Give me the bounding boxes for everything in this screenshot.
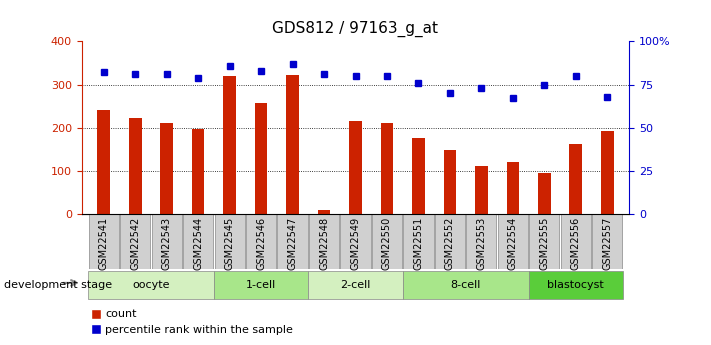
- FancyBboxPatch shape: [561, 215, 591, 268]
- Text: 2-cell: 2-cell: [341, 280, 370, 289]
- Bar: [223, 76, 236, 214]
- FancyBboxPatch shape: [215, 215, 245, 268]
- Text: GSM22549: GSM22549: [351, 217, 360, 270]
- Text: GSM22551: GSM22551: [413, 217, 424, 270]
- Bar: [475, 166, 488, 214]
- Bar: [129, 118, 141, 214]
- FancyBboxPatch shape: [402, 270, 528, 298]
- FancyBboxPatch shape: [528, 270, 623, 298]
- FancyBboxPatch shape: [89, 215, 119, 268]
- Text: 8-cell: 8-cell: [451, 280, 481, 289]
- Bar: [349, 121, 362, 214]
- Text: GSM22547: GSM22547: [287, 217, 298, 270]
- FancyBboxPatch shape: [88, 270, 214, 298]
- FancyBboxPatch shape: [309, 270, 402, 298]
- FancyBboxPatch shape: [403, 215, 434, 268]
- Text: GSM22550: GSM22550: [382, 217, 392, 270]
- Text: GSM22553: GSM22553: [476, 217, 486, 270]
- Text: development stage: development stage: [4, 280, 112, 289]
- FancyBboxPatch shape: [372, 215, 402, 268]
- Text: GSM22544: GSM22544: [193, 217, 203, 270]
- Text: GSM22556: GSM22556: [571, 217, 581, 270]
- FancyBboxPatch shape: [277, 215, 308, 268]
- FancyBboxPatch shape: [151, 215, 182, 268]
- FancyBboxPatch shape: [309, 215, 339, 268]
- Bar: [192, 129, 205, 214]
- FancyBboxPatch shape: [246, 215, 276, 268]
- Title: GDS812 / 97163_g_at: GDS812 / 97163_g_at: [272, 21, 439, 37]
- Bar: [161, 123, 173, 214]
- Text: GSM22542: GSM22542: [130, 217, 140, 270]
- FancyBboxPatch shape: [120, 215, 150, 268]
- Legend: count, percentile rank within the sample: count, percentile rank within the sample: [87, 305, 297, 339]
- Text: GSM22545: GSM22545: [225, 217, 235, 270]
- Bar: [380, 123, 393, 214]
- FancyBboxPatch shape: [341, 215, 370, 268]
- Text: GSM22543: GSM22543: [161, 217, 172, 270]
- Bar: [444, 150, 456, 214]
- Bar: [318, 209, 331, 214]
- Bar: [412, 138, 424, 214]
- Bar: [255, 103, 267, 214]
- Text: GSM22555: GSM22555: [539, 217, 550, 270]
- FancyBboxPatch shape: [498, 215, 528, 268]
- Text: GSM22541: GSM22541: [99, 217, 109, 270]
- Text: GSM22546: GSM22546: [256, 217, 266, 270]
- Text: GSM22548: GSM22548: [319, 217, 329, 270]
- Bar: [601, 131, 614, 214]
- FancyBboxPatch shape: [214, 270, 309, 298]
- Text: GSM22554: GSM22554: [508, 217, 518, 270]
- Text: blastocyst: blastocyst: [547, 280, 604, 289]
- Bar: [287, 75, 299, 214]
- Bar: [97, 110, 110, 214]
- Bar: [570, 144, 582, 214]
- Bar: [538, 173, 550, 214]
- Bar: [506, 162, 519, 214]
- FancyBboxPatch shape: [466, 215, 496, 268]
- FancyBboxPatch shape: [435, 215, 465, 268]
- Text: GSM22557: GSM22557: [602, 217, 612, 270]
- FancyBboxPatch shape: [183, 215, 213, 268]
- Text: 1-cell: 1-cell: [246, 280, 277, 289]
- Text: oocyte: oocyte: [132, 280, 170, 289]
- Text: GSM22552: GSM22552: [445, 217, 455, 270]
- FancyBboxPatch shape: [592, 215, 622, 268]
- FancyBboxPatch shape: [529, 215, 560, 268]
